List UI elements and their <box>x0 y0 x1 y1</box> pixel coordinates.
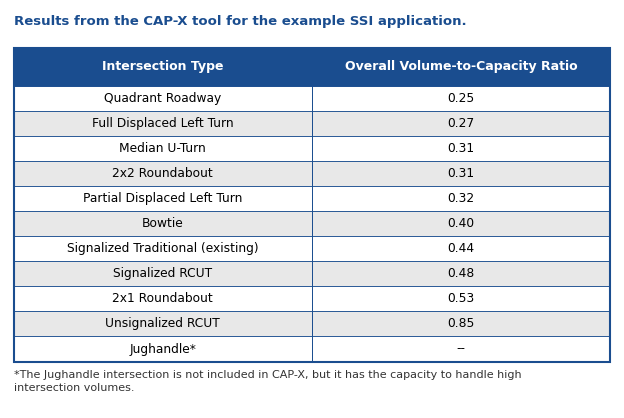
Bar <box>14 161 312 186</box>
Bar <box>312 336 610 362</box>
Text: Bowtie: Bowtie <box>142 217 183 230</box>
Text: 0.32: 0.32 <box>447 192 475 205</box>
Text: Quadrant Roadway: Quadrant Roadway <box>104 92 222 105</box>
Text: Intersection Type: Intersection Type <box>102 60 223 74</box>
Bar <box>14 236 312 261</box>
Text: Partial Displaced Left Turn: Partial Displaced Left Turn <box>83 192 243 205</box>
Text: Jughandle*: Jughandle* <box>129 342 197 356</box>
Text: 0.40: 0.40 <box>447 217 475 230</box>
Text: 0.31: 0.31 <box>447 167 475 180</box>
Text: Results from the CAP-X tool for the example SSI application.: Results from the CAP-X tool for the exam… <box>14 15 466 28</box>
Text: 0.85: 0.85 <box>447 317 475 331</box>
Bar <box>14 286 312 311</box>
Text: 0.53: 0.53 <box>447 292 475 306</box>
Bar <box>312 286 610 311</box>
Bar <box>14 111 312 136</box>
Bar <box>14 186 312 211</box>
Bar <box>14 136 312 161</box>
Bar <box>14 211 312 236</box>
Bar <box>312 311 610 336</box>
Text: Overall Volume-to-Capacity Ratio: Overall Volume-to-Capacity Ratio <box>345 60 577 74</box>
Bar <box>14 261 312 286</box>
Bar <box>312 211 610 236</box>
Bar <box>312 261 610 286</box>
Bar <box>14 311 312 336</box>
Bar <box>312 136 610 161</box>
Bar <box>312 111 610 136</box>
Bar <box>14 48 610 86</box>
Bar <box>14 86 312 111</box>
Text: 0.25: 0.25 <box>447 92 475 105</box>
Bar <box>14 48 610 362</box>
Bar <box>14 336 312 362</box>
Bar <box>312 186 610 211</box>
Text: Signalized Traditional (existing): Signalized Traditional (existing) <box>67 242 259 255</box>
Text: *The Jughandle intersection is not included in CAP-X, but it has the capacity to: *The Jughandle intersection is not inclu… <box>14 370 522 393</box>
Text: Full Displaced Left Turn: Full Displaced Left Turn <box>92 117 233 130</box>
Text: 2x1 Roundabout: 2x1 Roundabout <box>112 292 213 306</box>
Text: 2x2 Roundabout: 2x2 Roundabout <box>112 167 213 180</box>
Text: 0.48: 0.48 <box>447 267 475 280</box>
Text: 0.44: 0.44 <box>447 242 475 255</box>
Bar <box>312 86 610 111</box>
Text: Signalized RCUT: Signalized RCUT <box>114 267 212 280</box>
Text: --: -- <box>457 342 466 356</box>
Text: 0.31: 0.31 <box>447 142 475 155</box>
Text: Unsignalized RCUT: Unsignalized RCUT <box>105 317 220 331</box>
Text: Median U-Turn: Median U-Turn <box>119 142 207 155</box>
Bar <box>312 161 610 186</box>
Text: 0.27: 0.27 <box>447 117 475 130</box>
Bar <box>312 236 610 261</box>
